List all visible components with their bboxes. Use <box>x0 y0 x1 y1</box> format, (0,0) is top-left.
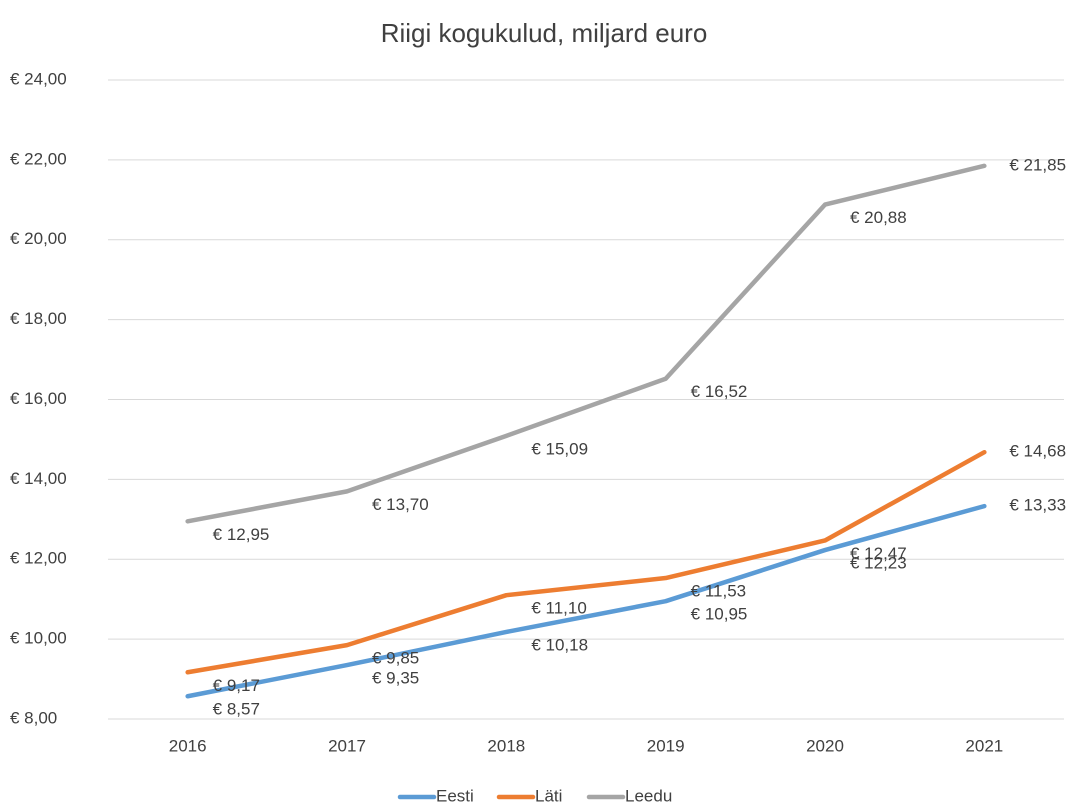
y-tick-label: € 24,00 <box>10 69 67 88</box>
y-tick-label: € 16,00 <box>10 389 67 408</box>
y-tick-label: € 10,00 <box>10 629 67 648</box>
data-label: € 13,70 <box>372 495 429 514</box>
data-label: € 8,57 <box>213 700 260 719</box>
data-label: € 15,09 <box>531 439 588 458</box>
data-label: € 10,18 <box>531 635 588 654</box>
x-tick-label: 2018 <box>487 736 525 755</box>
data-label: € 14,68 <box>1009 442 1066 461</box>
series-line <box>185 503 987 699</box>
data-label: € 20,88 <box>850 208 907 227</box>
legend-label: Läti <box>535 786 562 805</box>
x-tick-label: 2019 <box>647 736 685 755</box>
x-tick-label: 2020 <box>806 736 844 755</box>
data-label: € 11,10 <box>531 599 586 618</box>
data-label: € 12,47 <box>850 544 907 563</box>
data-label: € 10,95 <box>691 605 748 624</box>
y-tick-label: € 12,00 <box>10 549 67 568</box>
y-tick-label: € 8,00 <box>10 708 57 727</box>
legend-label: Eesti <box>436 786 474 805</box>
data-label: € 13,33 <box>1009 496 1066 515</box>
y-tick-label: € 20,00 <box>10 229 67 248</box>
series-line <box>185 449 987 675</box>
legend-label: Leedu <box>625 786 672 805</box>
chart-title: Riigi kogukulud, miljard euro <box>381 18 708 48</box>
data-label: € 9,35 <box>372 669 419 688</box>
data-label: € 16,52 <box>691 382 748 401</box>
x-tick-label: 2016 <box>169 736 207 755</box>
data-label: € 12,23 <box>850 554 907 573</box>
y-tick-label: € 14,00 <box>10 469 67 488</box>
series-line <box>185 163 987 524</box>
y-tick-label: € 22,00 <box>10 149 67 168</box>
data-label: € 9,85 <box>372 649 419 668</box>
x-tick-label: 2021 <box>965 736 1003 755</box>
data-label: € 9,17 <box>213 676 260 695</box>
y-tick-label: € 18,00 <box>10 309 67 328</box>
x-tick-label: 2017 <box>328 736 366 755</box>
data-label: € 12,95 <box>213 525 270 544</box>
data-label: € 21,85 <box>1009 155 1066 174</box>
data-label: € 11,53 <box>691 582 746 601</box>
